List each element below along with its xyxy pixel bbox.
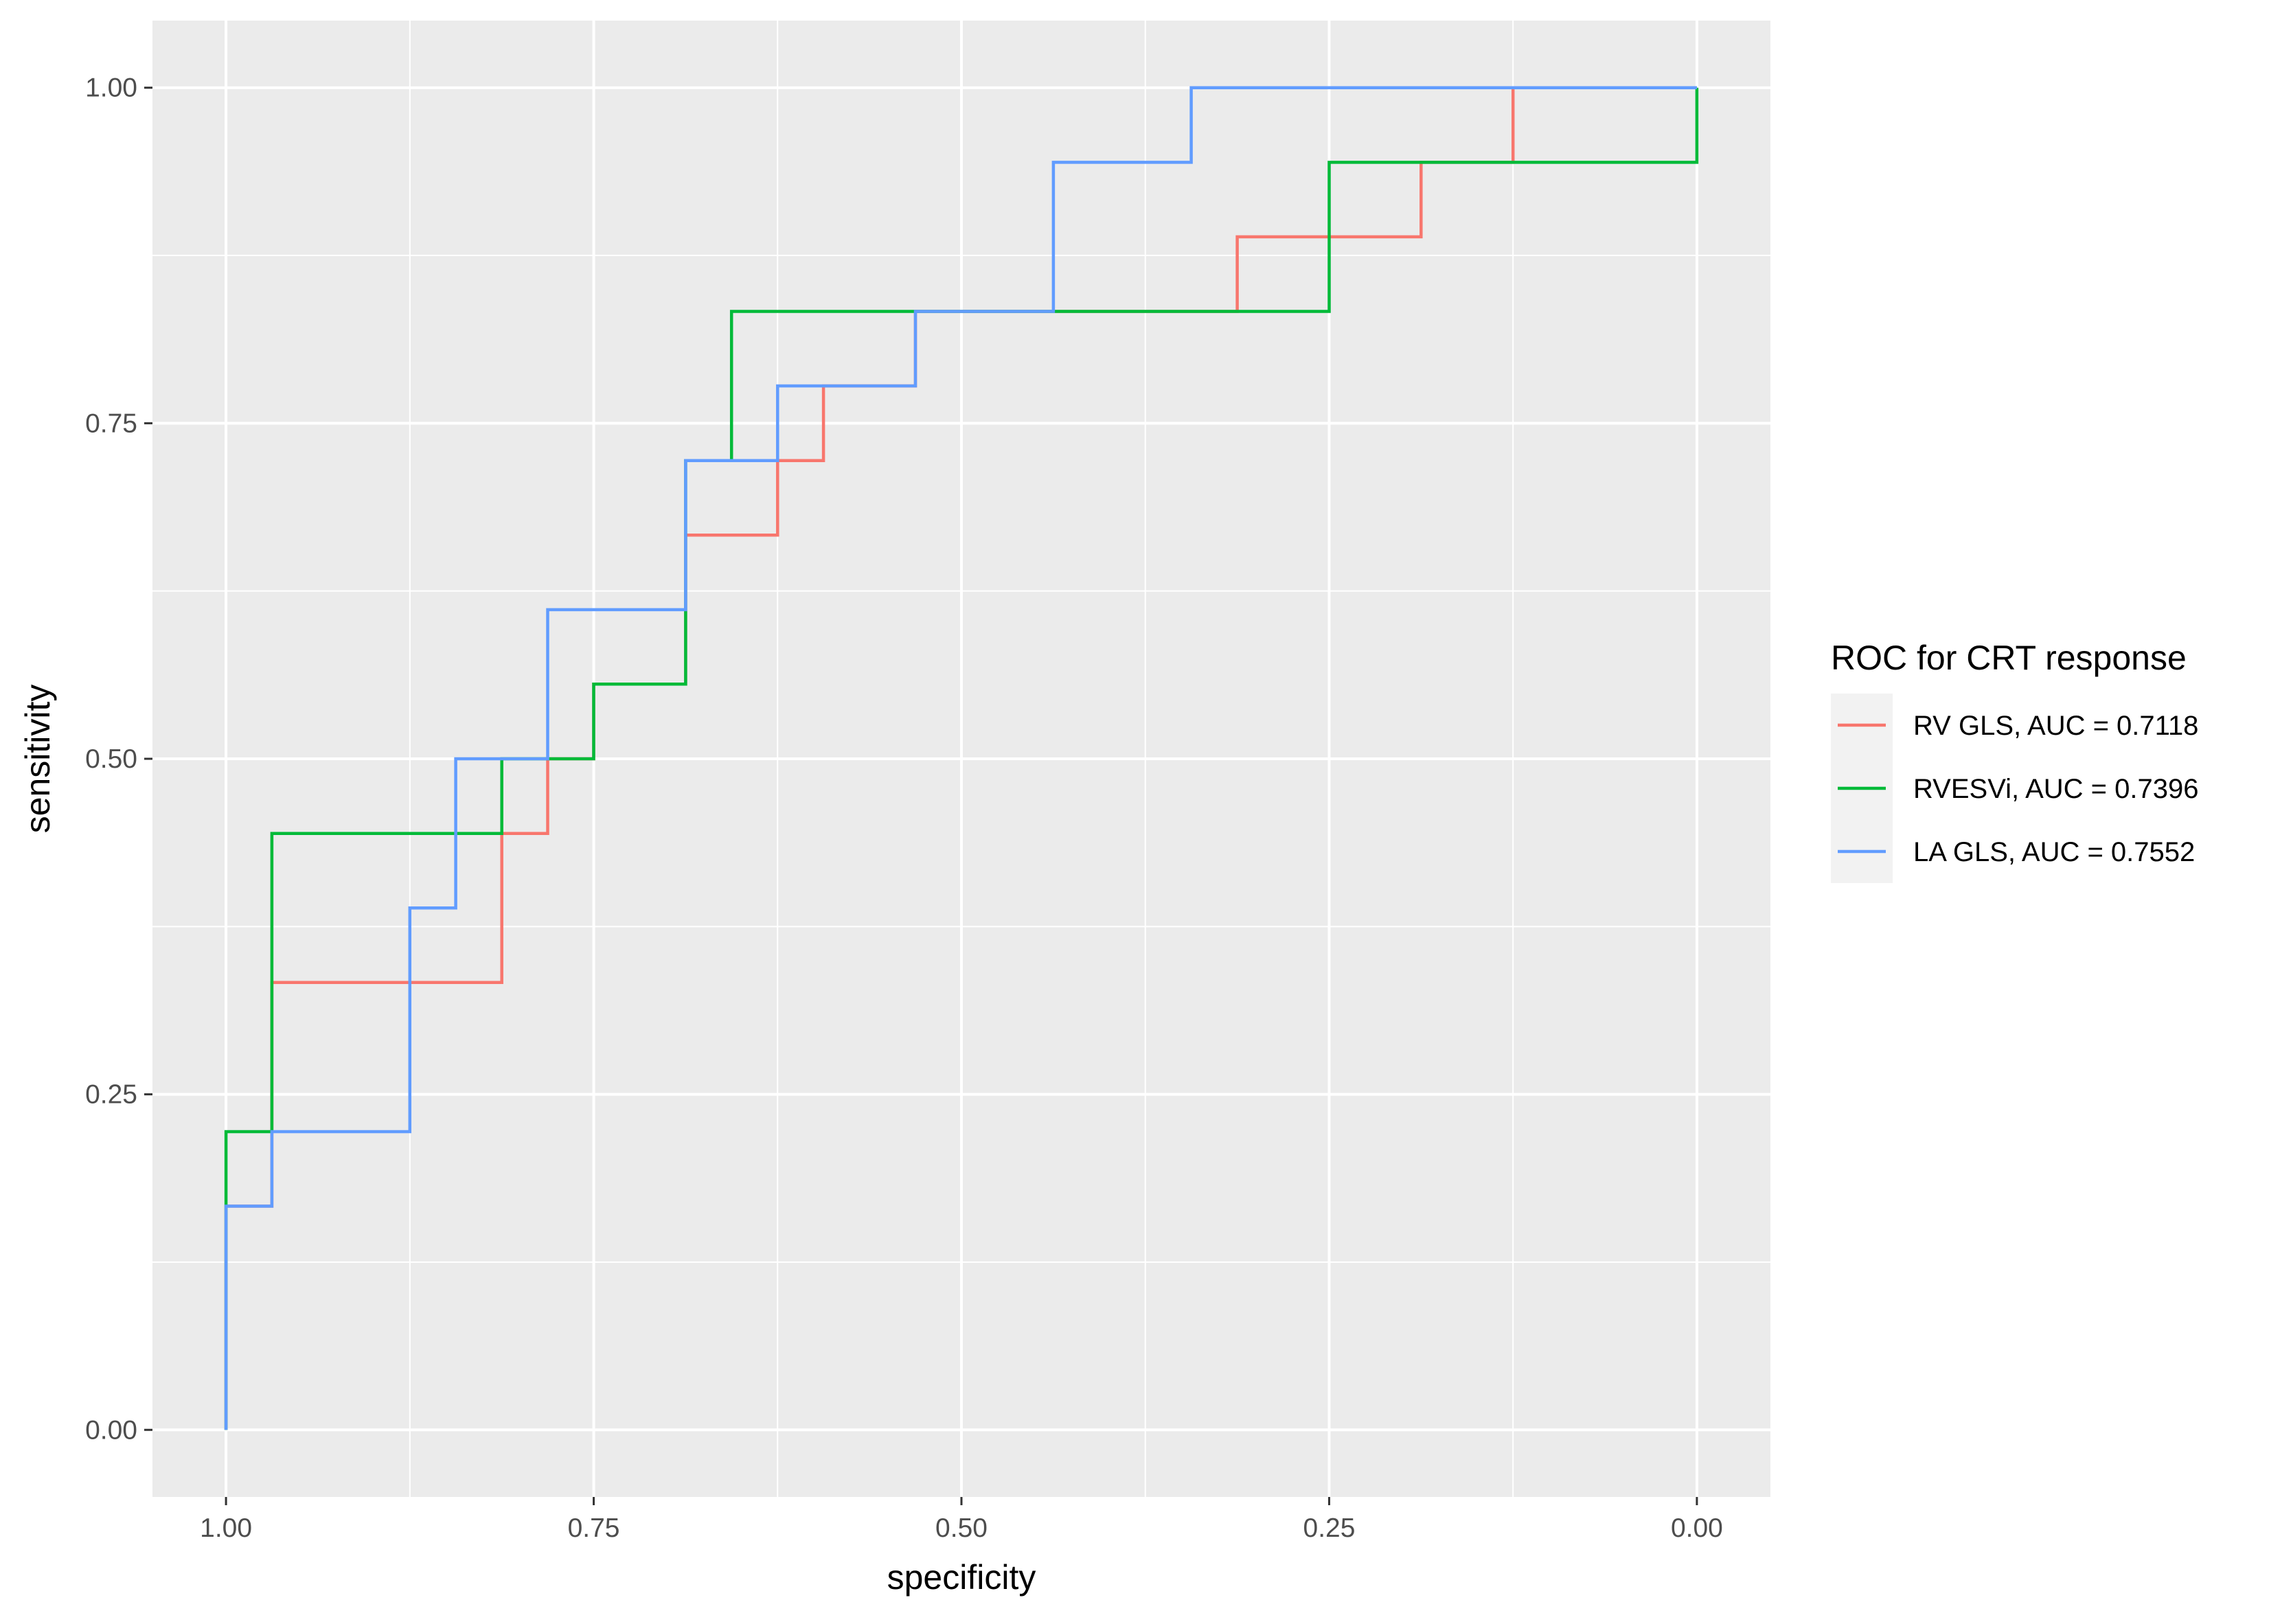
y-axis-title: sensitivity: [19, 685, 57, 834]
series-line-2: [224, 87, 1699, 1430]
y-tick-label: 0.25: [85, 1080, 137, 1110]
x-tick-label: 0.25: [1303, 1513, 1356, 1543]
legend-label-1: RV GLS, AUC = 0.7118: [1913, 711, 2198, 741]
series-line-1: [224, 86, 1697, 1430]
x-tick-label: 0.50: [935, 1513, 988, 1543]
legend-title: ROC for CRT response: [1831, 639, 2187, 677]
y-tick-label: 0.50: [85, 744, 137, 774]
legend-label-3: LA GLS, AUC = 0.7552: [1913, 837, 2195, 867]
y-tick-label: 0.75: [85, 409, 137, 438]
x-tick-label: 0.00: [1671, 1513, 1723, 1543]
y-tick-label: 0.00: [85, 1415, 137, 1445]
series-layer: [224, 86, 1699, 1430]
series-line-3: [224, 86, 1697, 1430]
x-tick-label: 0.75: [568, 1513, 620, 1543]
axes-layer: 1.00 0.75 0.50 0.25 0.00 0.00 0.25 0.50 0.75 1.00: [85, 73, 1723, 1543]
legend: ROC for CRT response RV GLS, AUC = 0.711…: [1831, 639, 2198, 883]
legend-label-2: RVESVi, AUC = 0.7396: [1913, 774, 2198, 804]
x-tick-label: 1.00: [200, 1513, 252, 1543]
y-tick-label: 1.00: [85, 73, 137, 103]
x-axis-title: specificity: [887, 1558, 1036, 1597]
